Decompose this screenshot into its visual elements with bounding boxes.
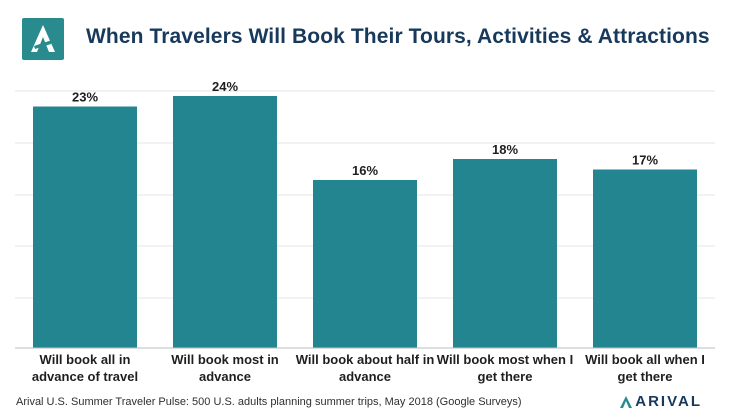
bar xyxy=(33,106,137,348)
category-label: Will book all when I xyxy=(585,352,705,367)
arival-logo-icon xyxy=(22,18,64,60)
brand-a-icon xyxy=(620,395,633,408)
brand-name: ARIVAL xyxy=(635,393,702,410)
category-label: Will book about half in xyxy=(296,352,435,367)
category-label: get there xyxy=(618,369,673,384)
arival-logo-glyph xyxy=(31,25,55,52)
category-label: Will book most when I xyxy=(437,352,573,367)
category-label: advance xyxy=(199,369,251,384)
category-label: advance xyxy=(339,369,391,384)
bar xyxy=(593,169,697,348)
brand-logo: ARIVAL xyxy=(619,393,702,410)
data-label: 24% xyxy=(212,79,238,94)
category-label: get there xyxy=(478,369,533,384)
data-label: 23% xyxy=(72,90,98,105)
bar xyxy=(173,96,277,348)
data-label: 18% xyxy=(492,142,518,157)
category-label: advance of travel xyxy=(32,369,138,384)
bar xyxy=(453,159,557,348)
chart-title: When Travelers Will Book Their Tours, Ac… xyxy=(86,25,710,48)
bar xyxy=(313,180,417,348)
data-label: 16% xyxy=(352,163,378,178)
source-note: Arival U.S. Summer Traveler Pulse: 500 U… xyxy=(16,396,522,408)
category-label: Will book most in xyxy=(171,352,279,367)
data-label: 17% xyxy=(632,153,658,168)
category-label: Will book all in xyxy=(40,352,131,367)
bar-chart: 23% Will book all in advance of travel 24% W… xyxy=(15,79,715,384)
